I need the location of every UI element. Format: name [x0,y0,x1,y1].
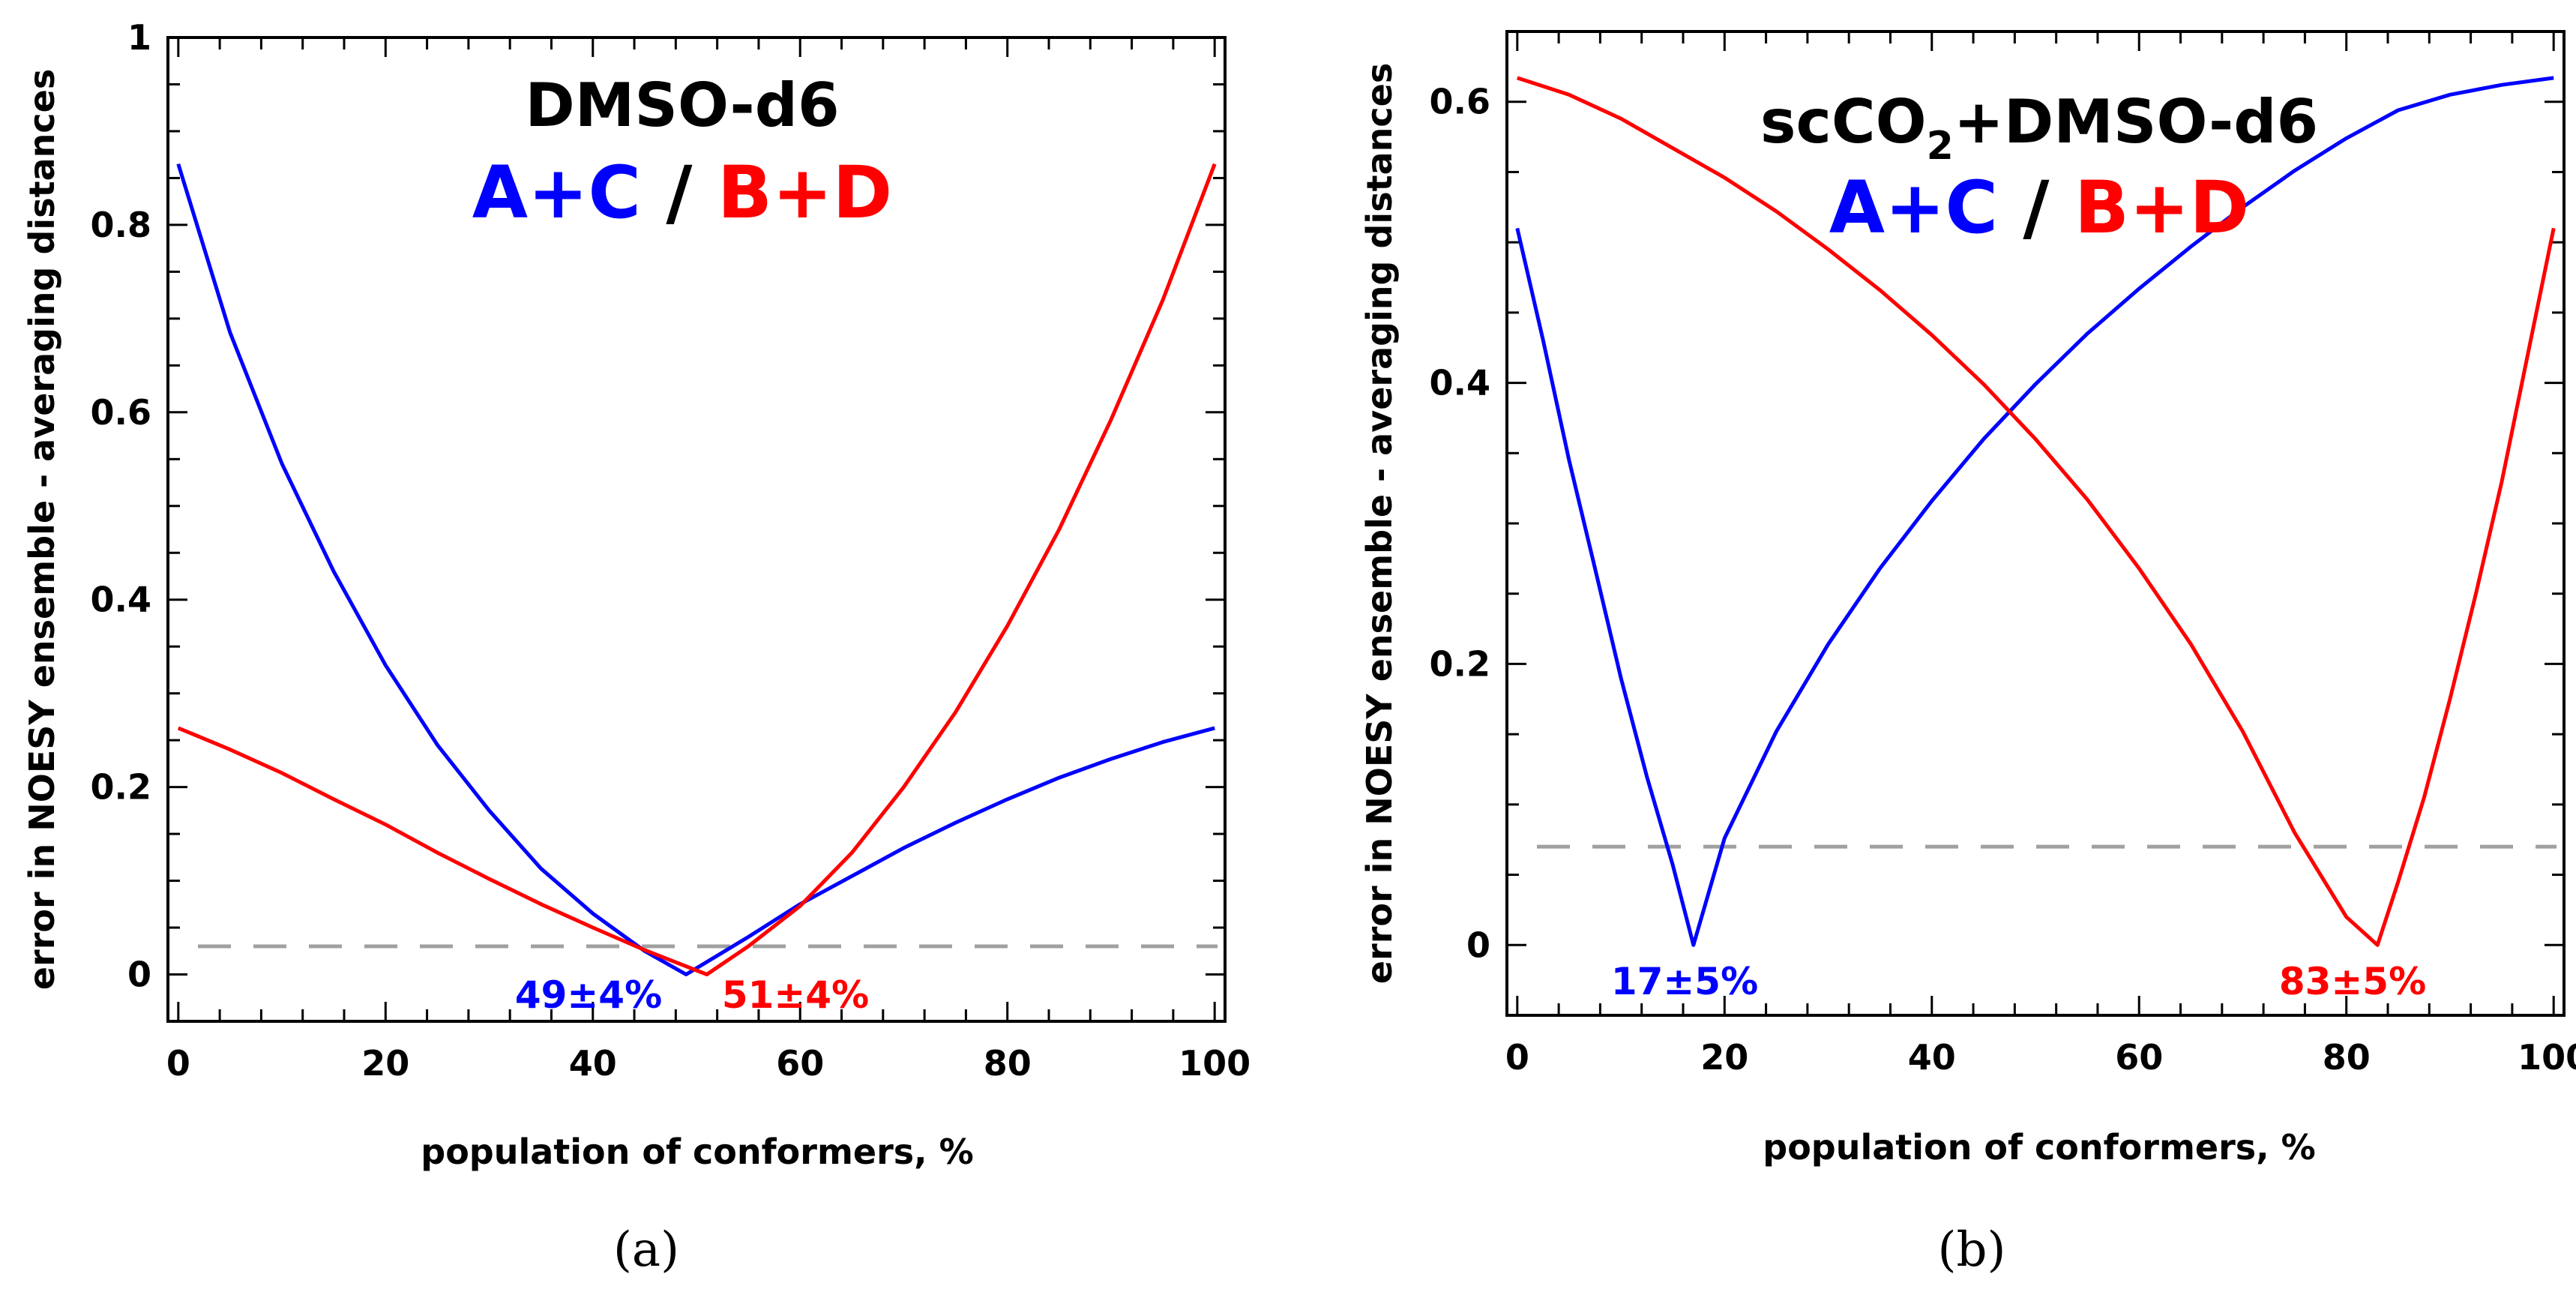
series-group-b [1515,76,2556,947]
x-tick-label: 20 [361,1043,409,1084]
x-tick-labels-a: 0 20 40 60 80 100 [166,1043,1251,1084]
legend-label-bd-b: B+D [2074,166,2249,250]
chart-title-b: scCO2+DMSO-d6 [1760,87,2318,169]
y-tick-label: 0.4 [1430,363,1491,403]
y-tick-label: 0.6 [1430,82,1491,122]
panel-label-a: (a) [613,1222,679,1278]
x-tick-label: 40 [1908,1037,1956,1078]
legend-separator-b: / [1998,166,2074,250]
y-tick-label: 0.8 [91,205,152,245]
annotation-bd-a: 51±4% [722,973,869,1017]
y-tick-label: 0.2 [1430,643,1491,684]
y-tick-label: 0.4 [91,580,152,620]
chart-title-a: DMSO-d6 [525,70,839,140]
y-tick-labels-a: 0 0.2 0.4 0.6 0.8 1 [91,17,152,995]
annotation-ac-b: 17±5% [1611,960,1758,1003]
x-tick-labels-b: 0 20 40 60 80 100 [1505,1037,2576,1078]
x-tick-label: 0 [1505,1037,1529,1078]
series-line-bd [1517,76,2556,947]
plot-frame-a [166,36,1227,1023]
series-group-a [176,163,1217,976]
y-tick-label: 0 [127,955,151,995]
x-tick-label: 80 [984,1043,1032,1084]
x-tick-label: 80 [2323,1037,2371,1078]
x-tick-label: 0 [166,1043,190,1084]
chart-panel-a: 0 20 40 60 80 100 0 0.2 0.4 0.6 0.8 1 DMSO-d6 A+C … [22,17,1251,1278]
x-tick-label: 20 [1700,1037,1748,1078]
x-tick-label: 40 [569,1043,617,1084]
axis-ticks-b [1507,30,2564,1015]
axis-ticks-a [168,36,1225,1021]
title-b-part2: +DMSO-d6 [1954,87,2318,157]
legend-label-ac-b: A+C [1829,166,1998,250]
panel-label-b: (b) [1938,1222,2006,1278]
y-tick-label: 0.2 [91,767,152,808]
x-tick-label: 60 [776,1043,824,1084]
series-line-ac [176,163,1215,976]
y-axis-label-a: error in NOESY ensemble - averaging dist… [22,69,62,990]
x-axis-label-b: population of conformers, % [1763,1127,2315,1168]
series-line-bd [177,163,1217,976]
x-tick-label: 60 [2115,1037,2163,1078]
legend-label-bd-a: B+D [717,151,892,235]
y-tick-label: 0 [1466,925,1490,965]
legend-label-ac-a: A+C [472,151,641,235]
annotation-ac-a: 49±4% [515,973,662,1017]
y-axis-label-b: error in NOESY ensemble - averaging dist… [1359,63,1400,984]
series-legend-a: A+C / B+D [472,151,892,235]
legend-separator-a: / [641,151,717,235]
y-tick-labels-b: 0 0.2 0.4 0.6 [1430,82,1491,966]
y-tick-label: 1 [127,17,151,58]
chart-panel-b: 0 20 40 60 80 100 0 0.2 0.4 0.6 scCO2+DMSO-d6 A+… [1359,30,2576,1278]
x-tick-label: 100 [1179,1043,1251,1084]
series-line-ac [1515,76,2554,947]
title-b-subscript: 2 [1927,124,1954,169]
series-legend-b: A+C / B+D [1829,166,2249,250]
annotation-bd-b: 83±5% [2279,960,2426,1003]
x-axis-label-a: population of conformers, % [421,1132,973,1172]
y-tick-label: 0.6 [91,392,152,433]
title-b-part1: scCO [1760,87,1927,157]
x-tick-label: 100 [2518,1037,2576,1078]
